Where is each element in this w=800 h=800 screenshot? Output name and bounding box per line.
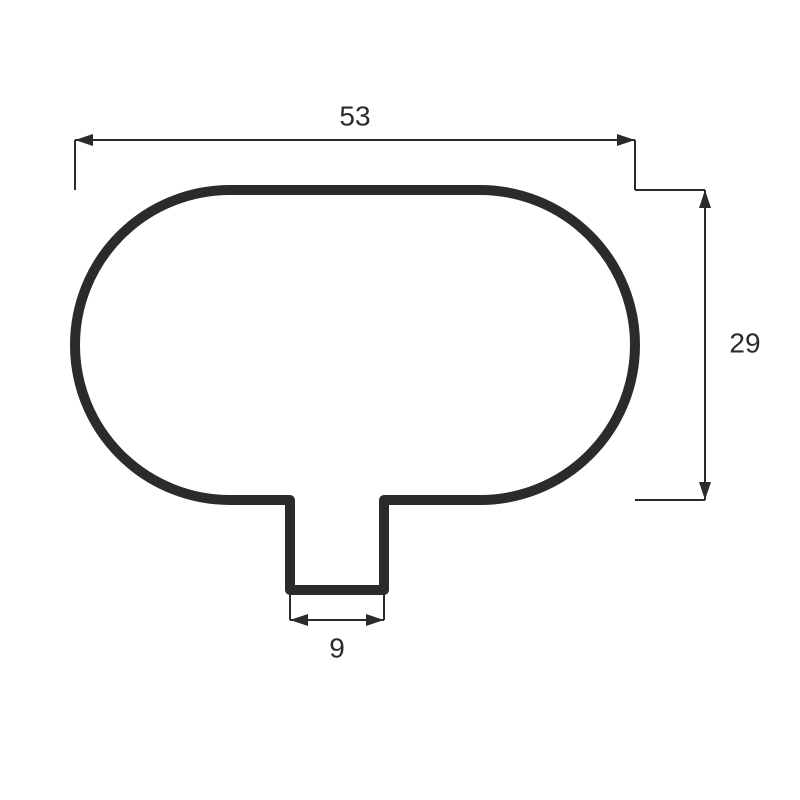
technical-drawing: 53 29 9 <box>0 0 800 800</box>
dimension-height: 29 <box>635 190 761 500</box>
dimension-height-label: 29 <box>729 327 760 358</box>
dimension-width: 53 <box>75 100 635 190</box>
dimension-width-label: 53 <box>339 100 370 131</box>
dimension-tab-label: 9 <box>329 632 345 663</box>
profile-outline <box>75 190 635 590</box>
dimension-tab: 9 <box>290 590 384 663</box>
